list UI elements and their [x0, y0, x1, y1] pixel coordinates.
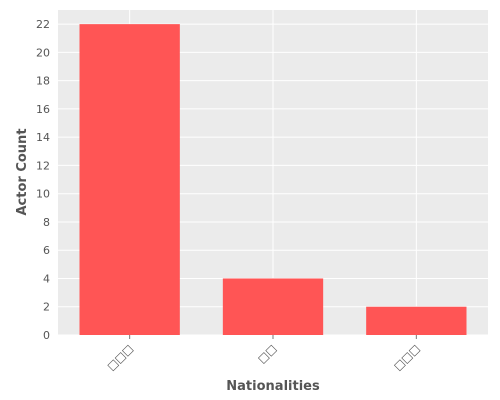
- bars: [79, 24, 467, 336]
- y-tick-labels: 0 2 4 6 8 10 12 14 16 18 20 22: [36, 18, 50, 342]
- y-tick-label: 6: [43, 244, 50, 257]
- y-tick-label: 8: [43, 216, 50, 229]
- y-tick-label: 2: [43, 301, 50, 314]
- x-axis-title: Nationalities: [226, 379, 320, 394]
- bar: [79, 24, 180, 336]
- x-tick-labels: □□□ □□ □□□: [105, 335, 422, 373]
- y-tick-label: 16: [36, 103, 50, 116]
- y-tick-label: 0: [43, 329, 50, 342]
- y-axis-title: Actor Count: [15, 128, 30, 215]
- y-tick-label: 4: [43, 272, 50, 285]
- x-tick-label: □□: [255, 342, 279, 366]
- y-tick-label: 10: [36, 188, 50, 201]
- y-tick-label: 18: [36, 75, 50, 88]
- bar: [366, 306, 467, 335]
- bar: [222, 278, 324, 335]
- y-tick-label: 12: [36, 159, 50, 172]
- y-tick-label: 22: [36, 18, 50, 31]
- y-tick-label: 14: [36, 131, 50, 144]
- y-tick-label: 20: [36, 46, 50, 59]
- x-tick-label: □□□: [105, 342, 136, 373]
- x-tick-label: □□□: [391, 342, 422, 373]
